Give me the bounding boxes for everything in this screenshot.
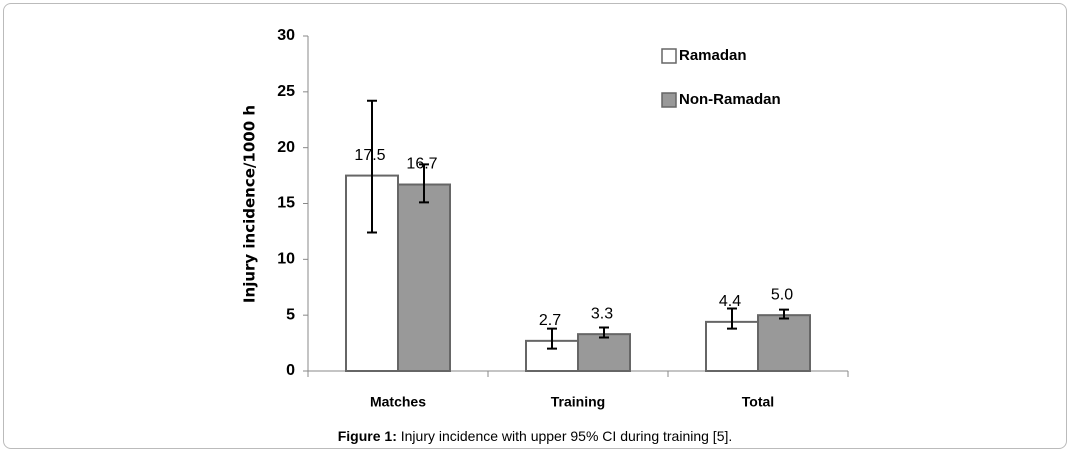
x-tick-label: Matches <box>370 394 426 410</box>
bar <box>757 314 811 372</box>
caption-text: Injury incidence with upper 95% CI durin… <box>401 428 733 444</box>
legend-label: Non-Ramadan <box>679 91 781 108</box>
x-tick-label: Total <box>742 394 774 410</box>
legend-label: Ramadan <box>679 47 747 64</box>
bar <box>525 339 579 373</box>
value-label: 2.7 <box>539 312 561 329</box>
value-label: 17.5 <box>354 147 385 164</box>
figure-label: Figure 1: <box>338 428 397 444</box>
bar <box>397 183 451 372</box>
error-bar <box>367 99 377 234</box>
value-label: 4.4 <box>719 293 741 310</box>
value-label: 3.3 <box>591 305 613 322</box>
bar <box>577 333 631 372</box>
value-label: 5.0 <box>771 286 793 303</box>
x-tick-label: Training <box>551 394 605 410</box>
y-tick-label: 20 <box>277 139 295 156</box>
error-bar <box>419 163 429 204</box>
error-bar <box>727 307 737 330</box>
frame <box>3 3 1067 449</box>
y-tick-label: 25 <box>277 83 295 100</box>
y-tick-label: 30 <box>277 27 295 44</box>
legend-swatch <box>661 92 677 108</box>
y-tick-label: 5 <box>286 306 295 323</box>
value-label: 16.7 <box>406 156 437 173</box>
error-bar <box>779 308 789 320</box>
y-tick-label: 0 <box>286 362 295 379</box>
y-tick-label: 10 <box>277 251 295 268</box>
y-tick-label: 15 <box>277 195 295 212</box>
error-bar <box>547 327 557 350</box>
caption: Figure 1: Injury incidence with upper 95… <box>338 428 733 444</box>
y-axis-title: Injury incidence/1000 h <box>241 105 259 303</box>
error-bar <box>599 326 609 339</box>
legend-swatch <box>661 48 677 64</box>
